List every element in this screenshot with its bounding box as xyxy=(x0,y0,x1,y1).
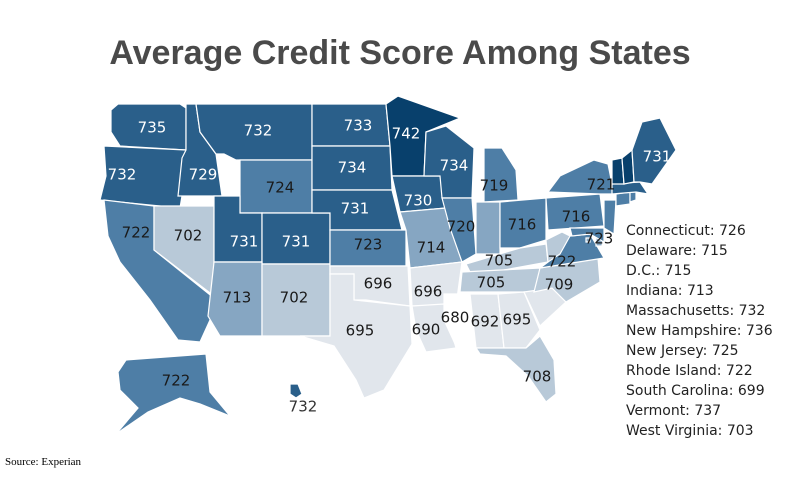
state-value-label-hi: 732 xyxy=(289,398,318,416)
state-value-label-nm: 702 xyxy=(280,289,309,307)
state-hi xyxy=(289,383,303,399)
state-ms xyxy=(443,293,471,347)
state-value-label-tn: 705 xyxy=(477,274,506,292)
state-ny xyxy=(546,159,615,195)
state-labels: 735 732 722 729 702 732 724 731 731 713 702 733 734 7… xyxy=(108,117,672,416)
state-md xyxy=(569,227,605,244)
list-item: Massachusetts: 732 xyxy=(626,303,766,319)
state-value-label-mo: 714 xyxy=(417,239,446,257)
state-value-label-tx: 695 xyxy=(346,322,375,340)
state-me xyxy=(631,117,677,185)
state-wv xyxy=(545,231,571,264)
state-value-label-sd: 734 xyxy=(338,159,367,177)
state-in xyxy=(475,201,501,255)
state-value-label-az: 713 xyxy=(223,289,252,307)
small-states-list: Connecticut: 726 Delaware: 715 D.C.: 715… xyxy=(626,221,773,441)
state-value-label-wy: 724 xyxy=(266,179,295,197)
state-value-label-ak: 722 xyxy=(162,372,191,390)
state-value-label-wa: 735 xyxy=(138,119,167,137)
state-value-label-or: 732 xyxy=(108,166,137,184)
state-tx xyxy=(299,273,413,399)
state-value-label-ks: 723 xyxy=(354,236,383,254)
state-value-label-mt: 732 xyxy=(244,122,273,140)
list-item: Rhode Island: 722 xyxy=(626,363,753,379)
list-item: West Virginia: 703 xyxy=(626,423,754,439)
state-value-label-mi: 719 xyxy=(480,177,509,195)
source-note: Source: Experian xyxy=(5,456,82,468)
state-value-label-ia: 730 xyxy=(404,192,433,210)
state-mi xyxy=(483,147,519,203)
state-value-label-va: 722 xyxy=(548,253,577,271)
state-oh xyxy=(499,197,547,249)
state-value-label-md: 723 xyxy=(585,230,614,248)
state-dc xyxy=(585,237,591,243)
state-value-label-ms: 680 xyxy=(441,309,470,327)
state-value-label-me: 731 xyxy=(643,148,672,166)
list-item: Vermont: 737 xyxy=(626,403,722,419)
state-value-label-id: 729 xyxy=(189,166,218,184)
state-value-label-mn: 742 xyxy=(392,125,421,143)
state-ri xyxy=(629,191,637,203)
list-item: New Jersey: 725 xyxy=(626,343,739,359)
state-fl xyxy=(474,335,557,403)
state-value-label-ny: 721 xyxy=(587,176,616,194)
list-item: D.C.: 715 xyxy=(626,263,692,279)
state-az xyxy=(207,261,263,337)
state-value-label-oh: 716 xyxy=(508,216,537,234)
state-value-label-il: 720 xyxy=(447,218,476,236)
state-value-label-ne: 731 xyxy=(341,200,370,218)
list-item: New Hampshire: 736 xyxy=(626,323,773,339)
state-value-label-ok: 696 xyxy=(364,275,393,293)
state-value-label-nd: 733 xyxy=(344,117,373,135)
state-value-label-wi: 734 xyxy=(440,157,469,175)
list-item: Indiana: 713 xyxy=(626,283,714,299)
state-value-label-nc: 709 xyxy=(545,276,574,294)
state-value-label-co: 731 xyxy=(282,233,311,251)
state-ct xyxy=(615,191,631,207)
chart-title: Average Credit Score Among States xyxy=(109,34,691,72)
list-item: Connecticut: 726 xyxy=(626,223,746,239)
state-shapes xyxy=(99,95,677,435)
state-nj xyxy=(603,199,617,236)
state-value-label-fl: 708 xyxy=(523,368,552,386)
list-item: Delaware: 715 xyxy=(626,243,728,259)
state-value-label-ga: 695 xyxy=(503,311,532,329)
state-value-label-ca: 722 xyxy=(122,224,151,242)
state-value-label-ut: 731 xyxy=(230,233,259,251)
state-value-label-ky: 705 xyxy=(485,252,514,270)
state-value-label-pa: 716 xyxy=(562,208,591,226)
state-value-label-ar: 696 xyxy=(414,283,443,301)
state-il xyxy=(441,197,477,263)
state-value-label-al: 692 xyxy=(471,313,500,331)
state-ak xyxy=(115,353,231,435)
state-value-label-nv: 702 xyxy=(174,227,203,245)
state-value-label-la: 690 xyxy=(412,321,441,339)
state-ga xyxy=(497,291,541,349)
list-item: South Carolina: 699 xyxy=(626,383,765,399)
